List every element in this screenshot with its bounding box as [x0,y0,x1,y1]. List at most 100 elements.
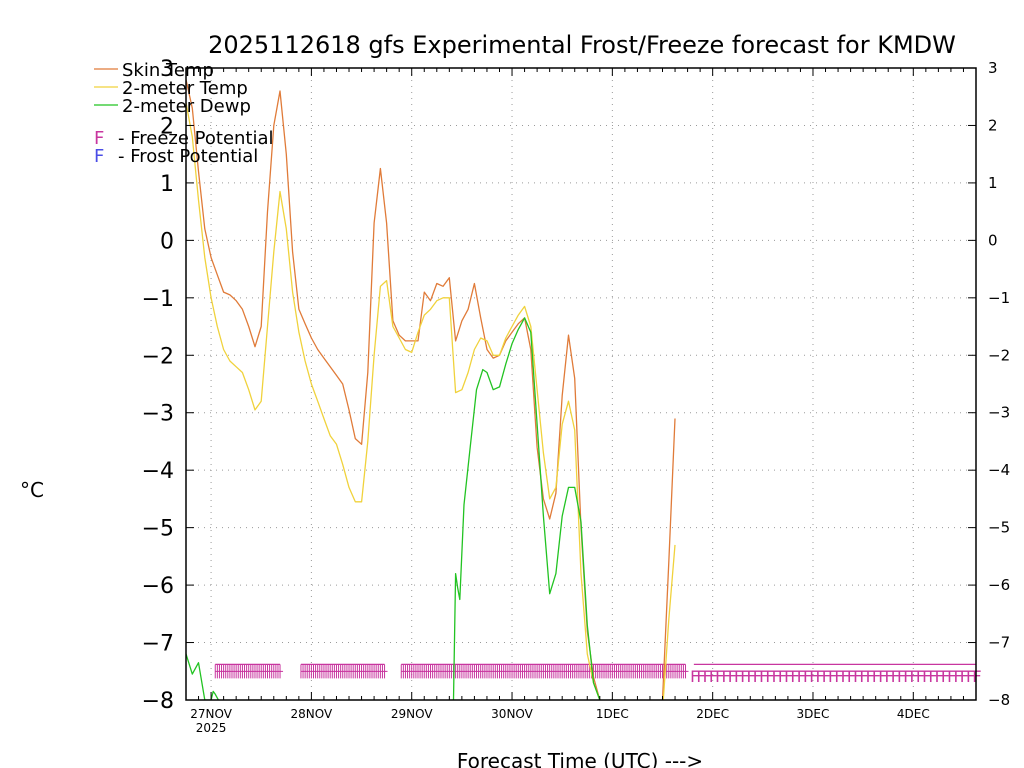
freeze-flag-label: F [928,667,938,686]
freeze-flag-label: F [890,667,900,686]
x-tick-label-1dec: 1DEC [596,707,629,721]
y-axis-right: −8 −7 −6 −5 −4 −3 −2 −1 0 1 2 3 [968,59,1010,709]
freeze-flag-label: F [953,667,963,686]
y-tick-label-right: −4 [988,461,1010,479]
y-tick-label-left: −3 [142,402,174,427]
freeze-flag-label: F [740,667,750,686]
freeze-flag-label: F [809,667,819,686]
series-layer [186,79,676,700]
freeze-flag-label: F [872,667,882,686]
freeze-flag-label: F [690,667,700,686]
y-tick-label-right: −1 [988,289,1010,307]
freeze-flag-label: F [828,667,838,686]
x-axis-label: Forecast Time (UTC) ---> [457,749,703,768]
y-tick-label-right: 2 [988,116,998,134]
freeze-flag-label: F [922,667,932,686]
y-tick-label-right: −2 [988,346,1010,364]
freeze-flag-label: F [941,667,951,686]
y-tick-label-right: 1 [988,174,998,192]
y-tick-label-right: −7 [988,634,1010,652]
y-tick-label-left: −6 [142,574,174,599]
freeze-flag-label: F [715,667,725,686]
freeze-flag-label: F [702,667,712,686]
freeze-flag-label: F [903,667,913,686]
y-tick-label-left: −7 [142,632,174,657]
y-tick-label-right: −6 [988,576,1010,594]
legend-label-2m-temp: 2-meter Temp [122,78,248,99]
freeze-flag-label: F [753,667,763,686]
x-tick-label-30nov: 30NOV [491,707,533,721]
freeze-flag-label: F [784,667,794,686]
plot-frame [185,67,977,701]
x-tick-label-29nov: 29NOV [391,707,433,721]
freeze-flag-label: F [771,667,781,686]
x-tick-label-4dec: 4DEC [897,707,930,721]
x-tick-label-3dec: 3DEC [797,707,830,721]
freeze-flag-label: F [959,667,969,686]
freeze-flag-label: F [916,667,926,686]
freeze-flag-label: F [909,667,919,686]
freeze-flag-label: F [934,667,944,686]
x-tick-label-27nov: 27NOV [190,707,232,721]
legend-freeze-symbol: F [94,128,104,149]
freeze-flag-label: F [696,667,706,686]
y-axis-left: −8 −7 −6 −5 −4 −3 −2 −1 0 1 2 3 [142,57,194,714]
series-line-2-meter-temp [186,102,676,700]
freeze-flag-label: F [847,667,857,686]
legend-label-2m-dewp: 2-meter Dewp [122,96,251,117]
y-tick-label-right: 0 [988,231,998,249]
freeze-flag-label: F [840,667,850,686]
freeze-flag-label: F [897,667,907,686]
legend-freeze-text: - Freeze Potential [118,128,274,149]
y-tick-label-left: 2 [160,114,174,139]
series-line-skin-temp [186,79,676,700]
freeze-flag-label: F [778,667,788,686]
legend-label-skin-temp: Skin Temp [122,60,214,81]
freeze-flag-label: F [746,667,756,686]
freeze-flag-label: F [834,667,844,686]
y-tick-label-left: −8 [142,689,174,714]
freeze-flag-label: F [727,667,737,686]
flags-layer: FFFFFFFFFFFFFFFFFFFFFFFFFFFFFFFFFFFFFFFF… [214,663,982,686]
x-tick-label-28nov: 28NOV [291,707,333,721]
y-tick-label-left: 0 [160,229,174,254]
freeze-flag-label: F [709,667,719,686]
freeze-flag-label: F [790,667,800,686]
freeze-flag-label: F [721,667,731,686]
chart-title: 2025112618 gfs Experimental Frost/Freeze… [208,31,956,59]
freeze-flag-label: F [759,667,769,686]
freeze-flag-label: F [822,667,832,686]
grid-layer [186,68,976,700]
series-line-2-meter-dewp [186,317,601,700]
y-tick-label-left: −5 [142,517,174,542]
legend: Skin Temp 2-meter Temp 2-meter Dewp F - … [94,60,274,167]
freeze-flag-label: F [803,667,813,686]
freeze-flag-label: F [884,667,894,686]
freeze-flag-label: F [853,667,863,686]
freeze-flag-label: F [796,667,806,686]
freeze-flag-label: F [966,667,976,686]
x-tick-sublabel: 2025 [196,721,227,735]
y-tick-label-left: −1 [142,287,174,312]
freeze-flag-label: F [859,667,869,686]
x-tick-label-2dec: 2DEC [696,707,729,721]
y-tick-label-left: 1 [160,172,174,197]
y-tick-label-right: −3 [988,404,1010,422]
freeze-flag-label: F [947,667,957,686]
freeze-flag-label: F [734,667,744,686]
legend-frost-text: - Frost Potential [118,146,258,167]
freeze-flag-label: F [765,667,775,686]
freeze-flag-label: F [972,667,982,686]
freeze-flag-label: F [878,667,888,686]
y-tick-label-right: −5 [988,519,1010,537]
y-tick-label-left: −4 [142,459,174,484]
freeze-flag-label: F [865,667,875,686]
freeze-flag-label: F [815,667,825,686]
y-tick-label-right: 3 [988,59,998,77]
y-tick-label-left: 3 [160,57,174,82]
y-tick-label-left: −2 [142,344,174,369]
y-tick-label-right: −8 [988,691,1010,709]
legend-frost-symbol: F [94,146,104,167]
